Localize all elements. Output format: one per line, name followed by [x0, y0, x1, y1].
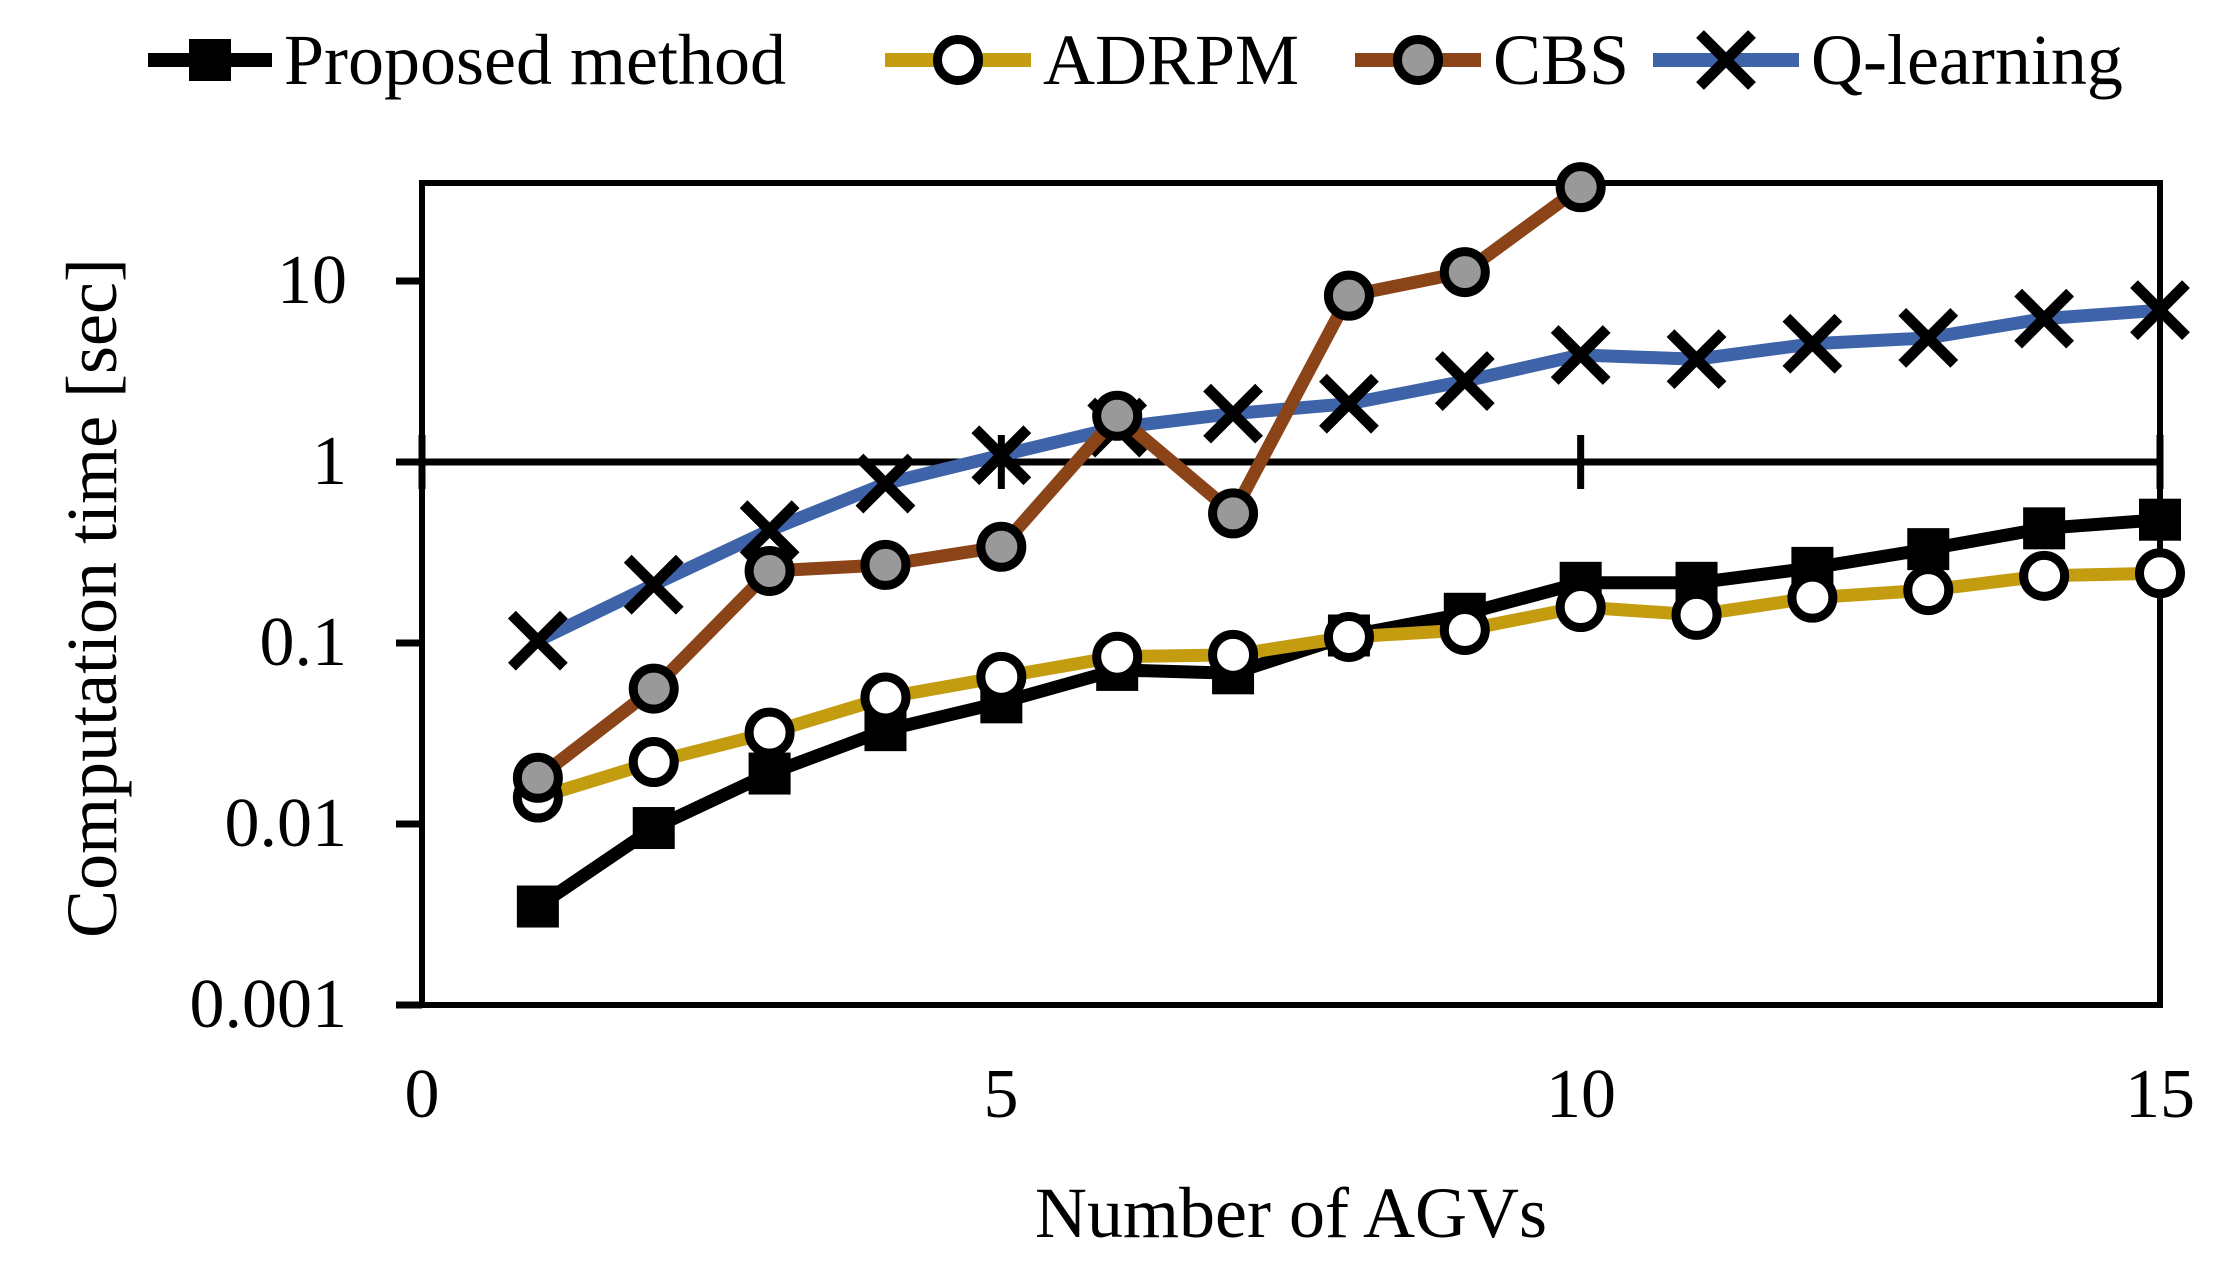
- legend-label-q-learning: Q-learning: [1811, 20, 2123, 100]
- legend-label-adrpm: ADRPM: [1043, 20, 1300, 100]
- series-cbs: [512, 162, 1606, 803]
- x-axis-line: [418, 435, 2164, 489]
- x-axis-title: Number of AGVs: [1035, 1173, 1547, 1253]
- proposed-method-line-marker-icon: [148, 39, 272, 81]
- x-tick-label-15: 15: [2125, 1056, 2195, 1133]
- x-tick-label-5: 5: [983, 1056, 1019, 1133]
- x-tick-label-10: 10: [1546, 1056, 1616, 1133]
- y-tick-label-0-01: 0.01: [224, 785, 348, 862]
- series-q-learning: [507, 280, 2190, 671]
- y-tick-label-0-1: 0.1: [259, 604, 348, 681]
- y-tick-label-0-001: 0.001: [189, 966, 348, 1043]
- cbs-line-marker-icon: [1355, 35, 1481, 85]
- y-axis-ticks: [396, 277, 422, 1009]
- y-tick-label-10: 10: [277, 242, 347, 319]
- adrpm-line-marker-icon: [885, 35, 1031, 85]
- legend-label-cbs: CBS: [1493, 20, 1630, 100]
- q-learning-line-marker-icon: [1653, 30, 1799, 90]
- y-axis-title: Computation time [sec]: [52, 258, 132, 938]
- legend-item-q-learning: Q-learning: [1653, 14, 2123, 106]
- y-tick-label-1: 1: [312, 423, 347, 500]
- legend-item-cbs: CBS: [1355, 14, 1629, 106]
- legend-label-proposed-method: Proposed method: [284, 20, 786, 100]
- x-tick-label-0: 0: [404, 1056, 440, 1133]
- series-adrpm: [512, 548, 2185, 823]
- legend-item-adrpm: ADRPM: [885, 14, 1299, 106]
- legend-item-proposed-method: Proposed method: [148, 14, 786, 106]
